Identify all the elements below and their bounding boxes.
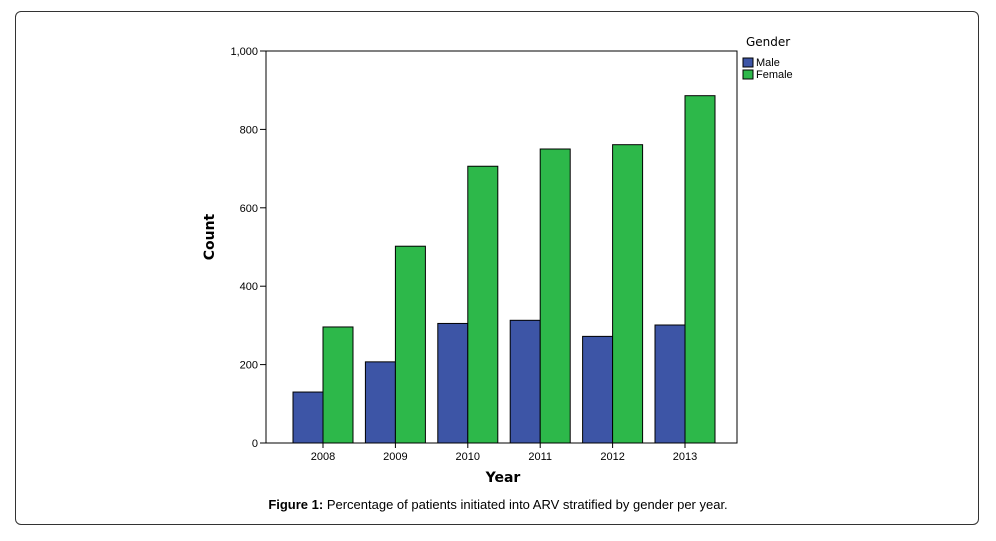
- legend-swatch-female: [742, 69, 754, 80]
- bar-female-2009: [394, 245, 426, 444]
- y-tick-label: 600: [240, 203, 258, 215]
- x-axis-ticks: 2008 2009 2010 2011 2012 2013: [311, 443, 697, 463]
- bar-female-2011: [539, 148, 571, 444]
- x-tick-label: 2011: [528, 451, 552, 463]
- caption-label: Figure 1:: [268, 497, 324, 512]
- y-tick-label: 800: [240, 124, 258, 136]
- legend-label-female: Female: [756, 69, 793, 81]
- bar-male-2008: [292, 391, 324, 444]
- x-tick-label: 2008: [311, 451, 335, 463]
- y-axis-title: Count: [202, 213, 218, 260]
- bar-female-2010: [467, 165, 499, 444]
- y-tick-label: 200: [240, 360, 258, 372]
- caption-text: Percentage of patients initiated into AR…: [323, 497, 728, 512]
- bar-female-2008: [322, 326, 354, 444]
- bar-male-2009: [364, 361, 396, 444]
- figure-caption: Figure 1: Percentage of patients initiat…: [0, 497, 996, 512]
- y-tick-label: 400: [240, 281, 258, 293]
- bar-male-2012: [582, 335, 614, 444]
- x-axis-title: Year: [485, 470, 521, 486]
- bar-male-2010: [437, 322, 469, 444]
- legend-swatch-male: [742, 57, 754, 68]
- x-tick-label: 2013: [673, 451, 697, 463]
- y-axis-ticks: 0 200 400 600 800 1,000: [230, 46, 266, 450]
- y-tick-label: 0: [252, 438, 258, 450]
- legend-title: Gender: [746, 35, 790, 49]
- x-tick-label: 2012: [600, 451, 624, 463]
- legend-label-male: Male: [756, 57, 780, 69]
- bar-female-2012: [612, 144, 644, 444]
- x-tick-label: 2009: [383, 451, 407, 463]
- plot-area-border: [265, 50, 738, 444]
- bar-male-2013: [654, 324, 686, 444]
- bars: [292, 95, 716, 444]
- y-tick-label: 1,000: [230, 46, 258, 58]
- bar-male-2011: [509, 319, 541, 444]
- bar-female-2013: [684, 95, 716, 444]
- x-tick-label: 2010: [456, 451, 480, 463]
